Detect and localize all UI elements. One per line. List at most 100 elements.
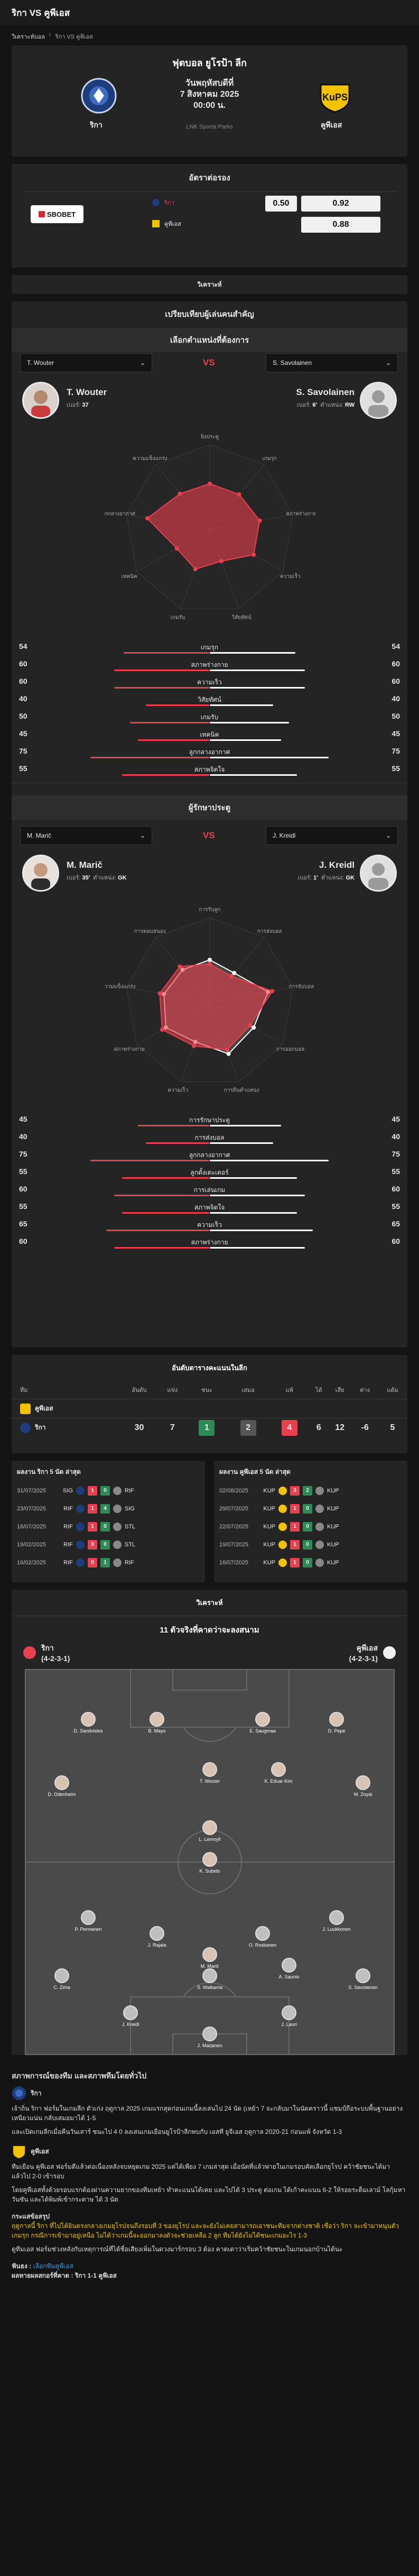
standings-row[interactable]: ริกา 30 7 1 2 4 6 12 -6 5 (12, 1418, 407, 1437)
tab-analysis[interactable]: วิเคราะห์ (12, 275, 407, 294)
home-formation: (4-2-3-1) (41, 1654, 70, 1663)
away-player-marker[interactable] (81, 1910, 96, 1925)
away-player-marker[interactable] (150, 1926, 164, 1941)
stat-right-bar (210, 1195, 305, 1196)
stat-left-value: 60 (19, 659, 27, 668)
radar-axis-label: ความแข็งแกร่ง (133, 454, 167, 462)
stat-right-bar (210, 1230, 313, 1231)
form-away-team: KUP (327, 1542, 339, 1548)
home-player-marker[interactable] (54, 1775, 69, 1790)
form-row[interactable]: 23/07/2025 RIF 1 4 SIG (17, 1501, 200, 1517)
away-player-marker[interactable] (202, 2027, 217, 2041)
form-score-home: 1 (290, 1540, 300, 1550)
away-team-icon (13, 2146, 25, 2158)
left-player-select[interactable]: T. Wouter ⌄ (20, 353, 152, 372)
form-row[interactable]: 22/07/2025 KUP 1 0 KUP (219, 1519, 402, 1535)
right-gk-select-value: J. Kreidl (273, 832, 296, 839)
standings-pill-won: 1 (199, 1419, 215, 1436)
form-row[interactable]: 29/07/2025 KUP 1 0 KUP (219, 1501, 402, 1517)
radar-point (208, 962, 212, 966)
stat-right-bar (210, 704, 273, 706)
position-select-title: เลือกตำแหน่งที่ต้องการ (12, 328, 407, 352)
form-date: 19/02/2025 (17, 1542, 46, 1548)
away-player-name: A. Saunio (278, 1974, 300, 1979)
standings-cell-gf: 6 (316, 1423, 321, 1432)
stat-right-value: 65 (392, 1220, 400, 1228)
home-player-marker[interactable] (271, 1762, 286, 1777)
form-row[interactable]: 19/07/2025 KUP 1 0 KUP (219, 1537, 402, 1553)
standings-cell-played: 7 (170, 1423, 175, 1432)
compare-title: เปรียบเทียบผู้เล่นคนสำคัญ (165, 310, 254, 319)
radar-series (159, 963, 273, 1051)
left-gk-select[interactable]: M. Marič ⌄ (20, 826, 152, 845)
stat-row: 54 เกมรุก 54 (12, 640, 407, 656)
breadcrumb-home[interactable]: วิเคราะห์บอล (12, 34, 45, 40)
form-home-team: RIF (63, 1524, 73, 1530)
away-player-marker[interactable] (123, 2005, 138, 2020)
standings-row[interactable]: คูพีเอส (12, 1399, 407, 1418)
away-player-marker[interactable] (356, 1968, 370, 1983)
stat-left-value: 45 (19, 1115, 27, 1123)
stat-right-value: 40 (392, 694, 400, 703)
stat-left-value: 75 (19, 747, 27, 755)
right-gk-select[interactable]: J. Kreidl ⌄ (266, 826, 398, 845)
stat-label: เกมรุก (201, 644, 218, 651)
stat-left-bar (90, 1160, 209, 1161)
lineup-tab[interactable]: วิเคราะห์ (196, 1599, 223, 1607)
away-player-marker[interactable] (202, 1968, 217, 1983)
home-player-marker[interactable] (150, 1712, 164, 1727)
match-time: 00:00 น. (193, 101, 226, 110)
number-label: เบอร์: (296, 402, 311, 408)
home-player-marker[interactable] (329, 1712, 344, 1727)
form-row[interactable]: 31/07/2025 SIG 1 0 RIF (17, 1483, 200, 1499)
stat-row: 60 สภาพร่างกาย 60 (12, 1235, 407, 1251)
form-home-team: KUP (263, 1506, 275, 1512)
breadcrumb-separator: › (49, 32, 51, 38)
radar-axis-label: เทคนิค (121, 574, 137, 580)
home-player-marker[interactable] (356, 1775, 370, 1790)
home-player-marker[interactable] (81, 1712, 96, 1727)
left-player-avatar (22, 382, 59, 419)
stat-left-value: 60 (19, 1237, 27, 1245)
team-icon (315, 1541, 324, 1549)
form-row[interactable]: 16/07/2025 RIF 1 0 STL (17, 1519, 200, 1535)
home-price[interactable]: 0.92 (301, 196, 380, 212)
radar-point (145, 516, 150, 521)
team-icon (278, 1505, 287, 1513)
away-player-marker[interactable] (282, 1958, 296, 1973)
odds-card: อัตราต่อรอง SBOBET ริกา คูพีเอส 0.50 0.9… (12, 164, 407, 268)
stat-left-value: 65 (19, 1220, 27, 1228)
recent-form: ผลงาน ริกา 5 นัด ล่าสุด 31/07/2025 SIG 1 0 R… (12, 1461, 407, 1582)
form-row[interactable]: 16/02/2025 RIF 0 1 RIF (17, 1555, 200, 1571)
standings-header: ทีม อันดับ แข่ง ชนะ เสมอ แพ้ ได้ เสีย ต่าง แต้ม (12, 1381, 407, 1399)
form-row[interactable]: 02/08/2025 KUP 3 2 KUP (219, 1483, 402, 1499)
away-player-marker[interactable] (54, 1968, 69, 1983)
right-player-avatar (360, 382, 397, 419)
away-player-marker[interactable] (255, 1926, 270, 1941)
home-analysis-text-2: และเปิดเกมลีกเมื่อคืนวันเสาร์ ชนะไป 4 0 … (12, 2128, 342, 2135)
form-row[interactable]: 19/02/2025 RIF 3 0 STL (17, 1537, 200, 1553)
home-player-marker[interactable] (202, 1852, 217, 1867)
home-lineup-label: ริกา (4-2-3-1) (23, 1643, 70, 1663)
away-price[interactable]: 0.88 (301, 217, 380, 233)
stat-row: 45 การรักษาประตู 45 (12, 1113, 407, 1129)
stat-right-value: 40 (392, 1132, 400, 1141)
right-player-select[interactable]: S. Savolainen ⌄ (266, 353, 398, 372)
bookmaker-logo[interactable]: SBOBET (31, 205, 83, 223)
stat-right-value: 75 (392, 747, 400, 755)
away-player-marker[interactable] (282, 2005, 296, 2020)
radar-axis-label: การตอบสนอง (134, 929, 166, 934)
right-player-name: S. Savolainen (296, 387, 355, 397)
home-player-marker[interactable] (202, 1820, 217, 1835)
home-lineup-name: ริกา (41, 1644, 54, 1652)
team-icon (315, 1487, 324, 1495)
home-player-marker[interactable] (255, 1712, 270, 1727)
team-icon (315, 1559, 324, 1567)
home-player-marker[interactable] (202, 1762, 217, 1777)
away-player-marker[interactable] (329, 1910, 344, 1925)
form-row[interactable]: 16/07/2025 KUP 1 0 KUP (219, 1555, 402, 1571)
stat-row: 65 ความเร็ว 65 (12, 1217, 407, 1233)
right-gk-position: GK (346, 875, 355, 881)
score-value: ริกา 1-1 คูพีเอส (75, 2272, 117, 2279)
home-player-marker[interactable] (202, 1947, 217, 1962)
